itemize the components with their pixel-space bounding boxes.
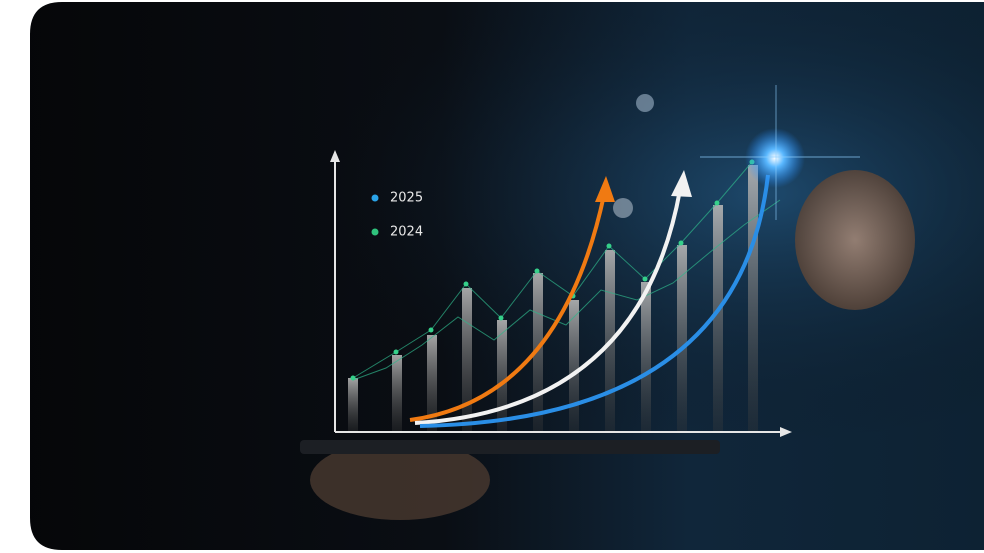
hand [310, 440, 490, 520]
legend-dot [371, 228, 379, 236]
hand [795, 170, 915, 310]
legend-dot [371, 194, 379, 202]
glow [745, 128, 805, 188]
legend-label: 2025 [390, 191, 423, 206]
white-arrow [414, 189, 682, 425]
orange-arrow [409, 194, 606, 422]
blue-arrow [419, 174, 770, 428]
tablet [300, 440, 720, 454]
legend-label: 2024 [390, 225, 423, 240]
